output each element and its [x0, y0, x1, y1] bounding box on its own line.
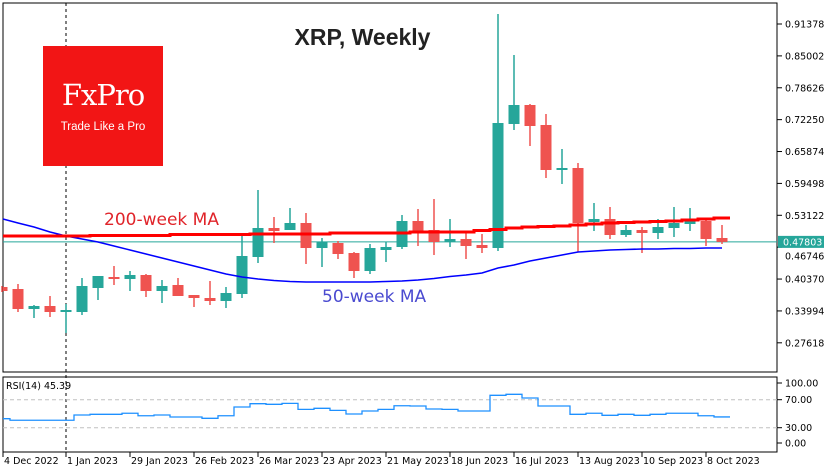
candle-body: [108, 277, 120, 279]
candle-body: [364, 248, 376, 271]
ma50-line: [2, 218, 722, 283]
candle-body: [460, 239, 472, 246]
candle-body: [204, 298, 216, 301]
candle-body: [236, 256, 248, 294]
candle-body: [604, 219, 616, 235]
candle-body: [140, 275, 152, 291]
price-tick-label: 0.85002: [785, 51, 824, 62]
date-tick-label: 8 Oct 2023: [707, 456, 760, 467]
date-tick-label: 10 Sep 2023: [643, 456, 703, 467]
price-tick-label: 0.40370: [785, 275, 824, 286]
candle-body: [700, 221, 712, 239]
rsi-line: [3, 393, 730, 421]
candle-body: [380, 247, 392, 250]
candle-body: [172, 285, 184, 296]
candle-body: [508, 105, 520, 124]
candle-body: [476, 245, 488, 248]
price-tick-label: 0.72250: [785, 115, 824, 126]
candle-body: [636, 230, 648, 233]
rsi-tick-label: 30.00: [785, 423, 812, 434]
candle-body: [428, 230, 440, 242]
price-tick-label: 0.53122: [785, 211, 824, 222]
candle-body: [572, 168, 584, 223]
current-price-label: 0.47803: [783, 237, 822, 248]
candle-body: [12, 289, 24, 309]
candle-body: [316, 242, 328, 248]
candle-body: [284, 223, 296, 230]
price-tick-label: 0.91378: [785, 20, 824, 31]
date-tick-label: 18 Jun 2023: [451, 456, 508, 467]
price-tick-label: 0.46746: [785, 251, 824, 262]
candle-body: [716, 238, 728, 242]
fxpro-logo: FxPro Trade Like a Pro: [43, 46, 163, 166]
candle-body: [348, 253, 360, 271]
rsi-tick-label: 0.00: [785, 439, 806, 450]
rsi-tick-label: 100.00: [785, 379, 818, 390]
price-tick-label: 0.27618: [785, 338, 824, 349]
current-price-badge: [778, 235, 824, 248]
price-tick-label: 0.33994: [785, 306, 824, 317]
price-tick-label: 0.65874: [785, 147, 824, 158]
candle-body: [492, 123, 504, 248]
date-tick-label: 29 Jan 2023: [131, 456, 188, 467]
candle-body: [156, 286, 168, 291]
chart-title: XRP, Weekly: [294, 24, 431, 50]
date-tick-label: 23 Apr 2023: [323, 456, 382, 467]
candle-body: [668, 223, 680, 228]
candle-body: [684, 221, 696, 224]
candle-body: [60, 310, 72, 312]
ma50-label: 50-week MA: [322, 287, 427, 307]
candle-body: [92, 276, 104, 288]
price-tick-label: 0.78626: [785, 83, 824, 94]
candle-body: [620, 230, 632, 235]
date-tick-label: 13 Aug 2023: [579, 456, 640, 467]
rsi-panel-frame: [2, 376, 778, 453]
candle-body: [220, 293, 232, 301]
candle-body: [652, 227, 664, 233]
date-tick-label: 26 Feb 2023: [195, 456, 254, 467]
date-tick-label: 26 Mar 2023: [259, 456, 319, 467]
candle-body: [3, 287, 8, 291]
date-tick-label: 4 Dec 2022: [4, 456, 59, 467]
ma200-line: [3, 216, 730, 238]
candle-body: [444, 239, 456, 242]
price-panel-frame: [2, 2, 778, 373]
date-tick-label: 16 Jul 2023: [515, 456, 569, 467]
candle-body: [188, 295, 200, 298]
candle-body: [412, 221, 424, 232]
ma200-label: 200-week MA: [104, 210, 219, 230]
price-tick-label: 0.59498: [785, 179, 824, 190]
date-tick-label: 1 Jan 2023: [67, 456, 118, 467]
candle-body: [124, 275, 136, 279]
candle-body: [76, 286, 88, 312]
candle-body: [524, 105, 536, 126]
date-tick-label: 21 May 2023: [387, 456, 449, 467]
candle-body: [556, 168, 568, 170]
rsi-tick-label: 70.00: [785, 395, 812, 406]
rsi-label: RSI(14) 45.39: [6, 381, 71, 392]
logo-tagline: Trade Like a Pro: [60, 121, 146, 133]
candle-body: [28, 306, 40, 309]
logo-wordmark: FxPro: [61, 78, 145, 112]
candle-body: [540, 125, 552, 170]
candle-body: [332, 243, 344, 254]
candle-body: [44, 306, 56, 312]
candle-body: [252, 228, 264, 257]
candle-body: [268, 228, 280, 231]
candle-body: [588, 219, 600, 222]
